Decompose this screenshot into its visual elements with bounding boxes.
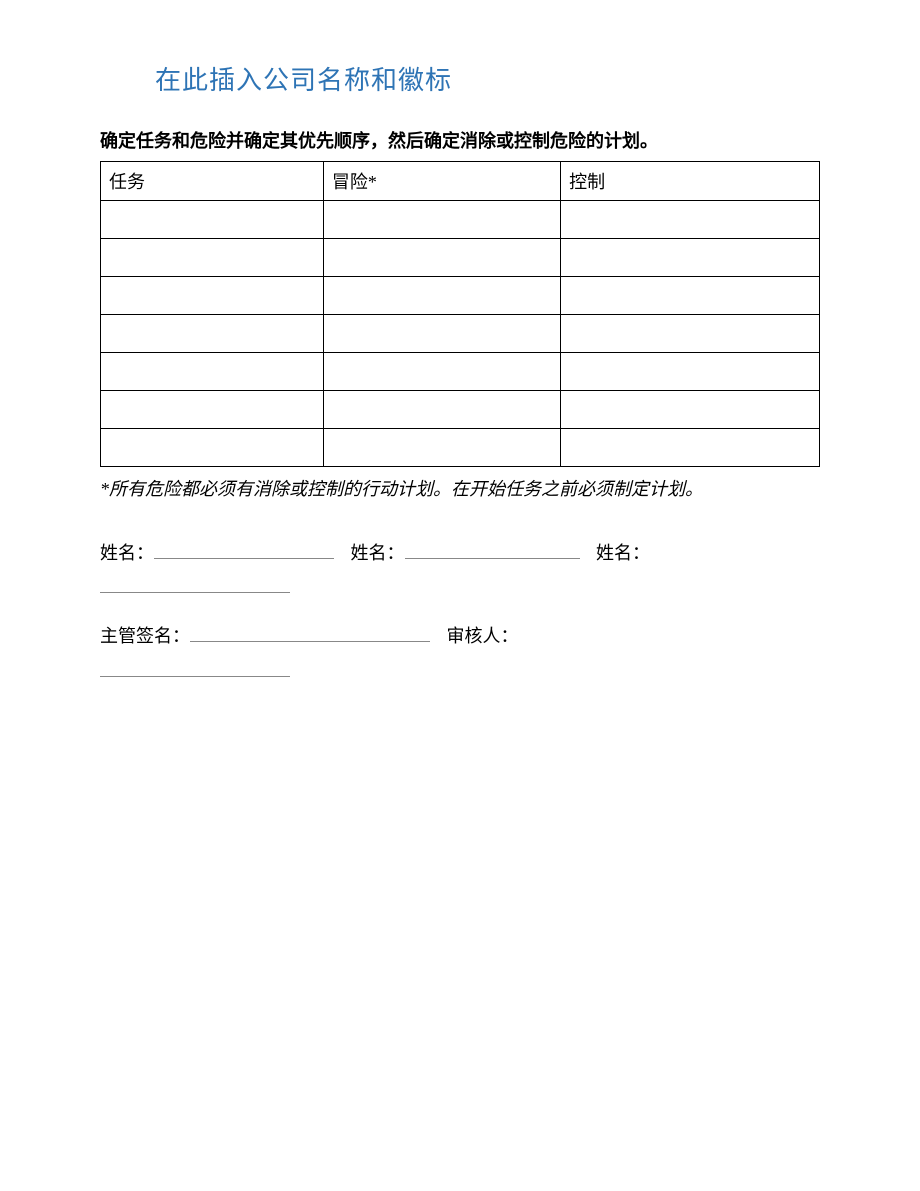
cell-task[interactable] [101, 201, 324, 239]
cell-task[interactable] [101, 239, 324, 277]
instruction-text: 确定任务和危险并确定其优先顺序，然后确定消除或控制危险的计划。 [100, 127, 820, 153]
cell-task[interactable] [101, 429, 324, 467]
name-underline-3[interactable] [100, 577, 290, 593]
table-row [101, 315, 820, 353]
cell-task[interactable] [101, 315, 324, 353]
supervisor-underline[interactable] [190, 624, 430, 642]
table-row [101, 391, 820, 429]
cell-risk[interactable] [323, 429, 560, 467]
table-row [101, 239, 820, 277]
table-row [101, 201, 820, 239]
cell-control[interactable] [561, 201, 820, 239]
reviewer-label: 审核人： [447, 626, 519, 646]
cell-task[interactable] [101, 277, 324, 315]
cell-control[interactable] [561, 429, 820, 467]
cell-control[interactable] [561, 353, 820, 391]
cell-control[interactable] [561, 315, 820, 353]
cell-control[interactable] [561, 277, 820, 315]
table-row [101, 429, 820, 467]
reviewer-underline[interactable] [100, 661, 290, 677]
company-header: 在此插入公司名称和徽标 [155, 60, 820, 97]
name-label-1: 姓名： [100, 543, 154, 563]
cell-risk[interactable] [323, 315, 560, 353]
supervisor-signature-row: 主管签名： 审核人： [100, 617, 820, 677]
name-signature-row: 姓名： 姓名： 姓名： [100, 534, 820, 594]
supervisor-label: 主管签名： [100, 626, 190, 646]
name-underline-1[interactable] [154, 541, 334, 559]
cell-task[interactable] [101, 353, 324, 391]
risk-table: 任务 冒险* 控制 [100, 161, 820, 467]
cell-risk[interactable] [323, 277, 560, 315]
cell-risk[interactable] [323, 391, 560, 429]
cell-task[interactable] [101, 391, 324, 429]
table-header-row: 任务 冒险* 控制 [101, 162, 820, 201]
column-header-risk: 冒险* [323, 162, 560, 201]
column-header-task: 任务 [101, 162, 324, 201]
cell-risk[interactable] [323, 239, 560, 277]
footnote-text: *所有危险都必须有消除或控制的行动计划。在开始任务之前必须制定计划。 [100, 475, 820, 504]
cell-risk[interactable] [323, 353, 560, 391]
cell-risk[interactable] [323, 201, 560, 239]
name-label-2: 姓名： [351, 543, 405, 563]
table-row [101, 277, 820, 315]
column-header-control: 控制 [561, 162, 820, 201]
name-underline-2[interactable] [405, 541, 580, 559]
table-row [101, 353, 820, 391]
cell-control[interactable] [561, 239, 820, 277]
name-label-3: 姓名： [596, 543, 650, 563]
cell-control[interactable] [561, 391, 820, 429]
